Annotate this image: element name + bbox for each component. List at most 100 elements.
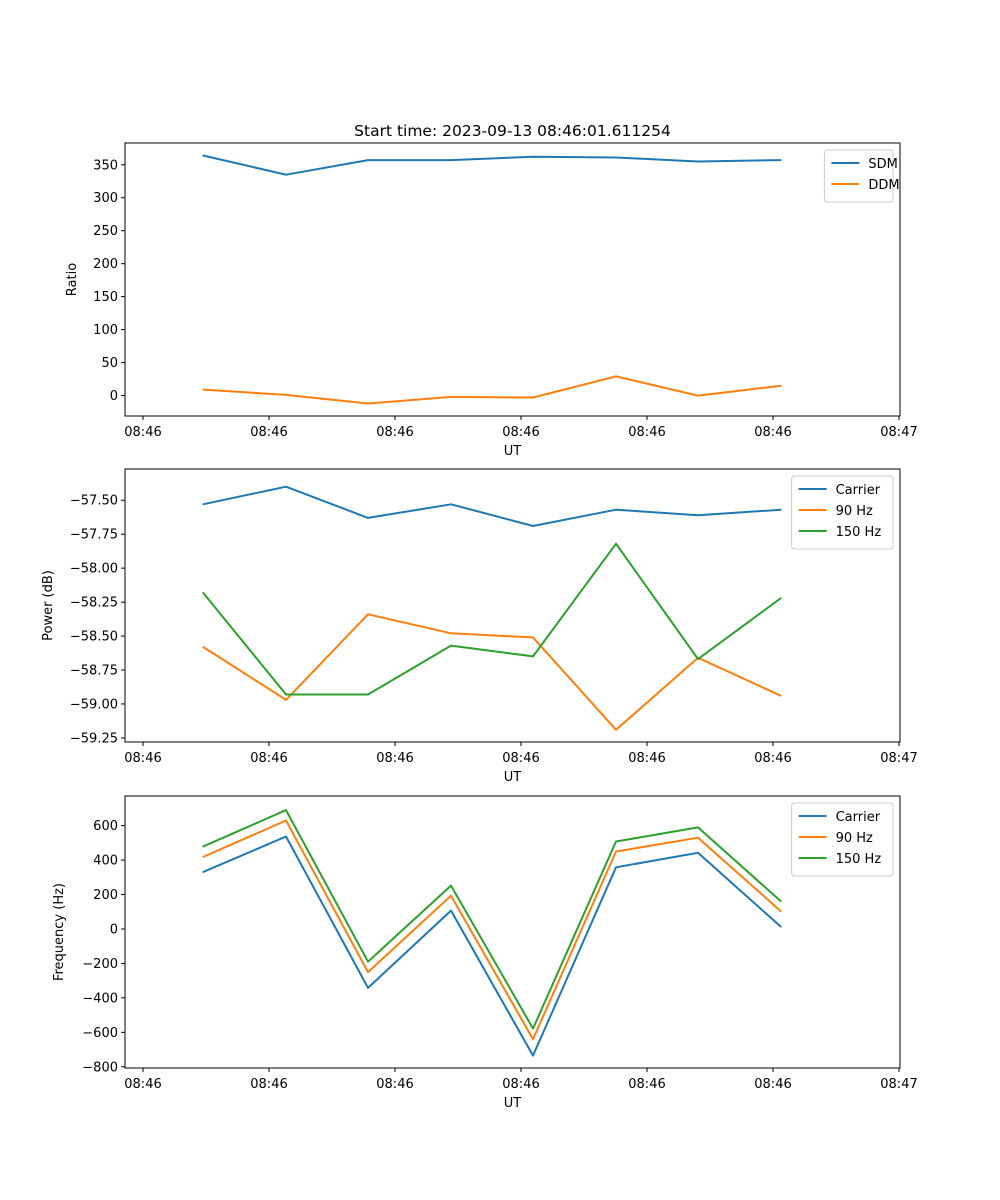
data-point xyxy=(532,636,534,639)
y-tick-label: −58.50 xyxy=(70,630,118,645)
y-axis-label: Ratio xyxy=(65,263,80,296)
x-tick-label: 08:46 xyxy=(376,425,413,440)
data-point xyxy=(697,160,699,163)
data-point xyxy=(202,646,204,648)
data-point xyxy=(615,375,617,377)
y-axis-label: Power (dB) xyxy=(41,570,56,641)
data-point xyxy=(532,1038,534,1040)
legend-label: 150 Hz xyxy=(836,852,882,867)
data-point xyxy=(780,910,782,913)
y-tick-label: 350 xyxy=(93,158,118,173)
data-point xyxy=(367,971,369,973)
data-point xyxy=(532,1028,534,1030)
y-tick-label: −600 xyxy=(82,1026,118,1041)
series-line-90-hz xyxy=(202,613,782,731)
y-tick-label: 300 xyxy=(93,191,118,206)
axes-frame xyxy=(124,795,901,1069)
data-point xyxy=(450,503,452,505)
data-point xyxy=(285,835,287,838)
data-point xyxy=(780,900,782,903)
data-point xyxy=(615,850,617,853)
series-line-90-hz xyxy=(202,819,782,1041)
x-tick-label: 08:46 xyxy=(250,425,287,440)
y-tick-label: 50 xyxy=(101,356,118,371)
series-line-150-hz xyxy=(202,809,782,1030)
series-line-carrier xyxy=(202,485,782,527)
x-tick-label: 08:46 xyxy=(124,751,161,766)
y-tick-label: −59.25 xyxy=(70,731,118,746)
data-point xyxy=(202,871,204,873)
data-point xyxy=(615,729,617,731)
data-point xyxy=(285,819,287,822)
y-tick-label: −57.50 xyxy=(70,494,118,509)
x-tick-label: 08:46 xyxy=(628,751,665,766)
data-point xyxy=(697,837,699,839)
legend-label: DDM xyxy=(868,178,899,193)
x-tick-label: 08:46 xyxy=(250,751,287,766)
x-tick-label: 08:46 xyxy=(754,751,791,766)
data-point xyxy=(615,866,617,868)
data-point xyxy=(367,987,369,989)
data-point xyxy=(615,543,617,545)
data-point xyxy=(532,396,534,399)
data-point xyxy=(202,846,204,848)
data-point xyxy=(367,517,369,519)
axes-frame xyxy=(124,142,901,417)
data-point xyxy=(780,597,782,599)
data-point xyxy=(367,613,369,615)
y-tick-label: 250 xyxy=(93,224,118,239)
y-tick-label: 200 xyxy=(93,888,118,903)
data-point xyxy=(532,1055,534,1057)
data-point xyxy=(202,856,204,858)
data-point xyxy=(367,159,369,161)
y-tick-label: −800 xyxy=(82,1060,118,1075)
data-point xyxy=(285,809,287,811)
data-point xyxy=(697,658,699,660)
y-tick-label: 100 xyxy=(93,323,118,338)
series-line-carrier xyxy=(202,835,782,1057)
data-point xyxy=(780,159,782,161)
data-point xyxy=(285,174,287,176)
data-point xyxy=(367,961,369,963)
data-point xyxy=(615,840,617,843)
data-point xyxy=(367,402,369,405)
data-point xyxy=(780,509,782,511)
data-point xyxy=(450,895,452,897)
x-tick-label: 08:46 xyxy=(250,1077,287,1092)
y-axis-label: Frequency (Hz) xyxy=(52,883,67,981)
x-tick-label: 08:46 xyxy=(376,751,413,766)
data-point xyxy=(532,655,534,658)
y-tick-label: 0 xyxy=(110,389,118,404)
data-point xyxy=(367,693,369,696)
y-tick-label: −58.25 xyxy=(70,596,118,611)
data-point xyxy=(450,632,452,634)
legend-label: 150 Hz xyxy=(836,525,882,540)
y-tick-label: −58.75 xyxy=(70,664,118,679)
y-tick-label: −200 xyxy=(82,957,118,972)
legend-label: 90 Hz xyxy=(836,504,873,519)
data-point xyxy=(450,396,452,398)
x-tick-label: 08:46 xyxy=(502,1077,539,1092)
data-point xyxy=(285,693,287,696)
y-tick-label: −57.75 xyxy=(70,528,118,543)
data-point xyxy=(285,486,287,488)
data-point xyxy=(615,509,617,511)
data-point xyxy=(285,699,287,701)
x-tick-label: 08:46 xyxy=(124,1077,161,1092)
x-axis-label: UT xyxy=(504,444,522,459)
data-point xyxy=(450,645,452,647)
x-tick-label: 08:46 xyxy=(628,1077,665,1092)
x-tick-label: 08:46 xyxy=(754,425,791,440)
legend-label: Carrier xyxy=(836,483,881,498)
data-point xyxy=(450,159,452,161)
y-tick-label: −400 xyxy=(82,991,118,1006)
data-point xyxy=(202,592,204,594)
x-tick-label: 08:47 xyxy=(880,1077,917,1092)
data-point xyxy=(697,395,699,397)
data-point xyxy=(450,885,452,887)
legend-label: 90 Hz xyxy=(836,831,873,846)
data-point xyxy=(697,826,699,829)
x-tick-label: 08:46 xyxy=(376,1077,413,1092)
y-tick-label: 400 xyxy=(93,854,118,869)
